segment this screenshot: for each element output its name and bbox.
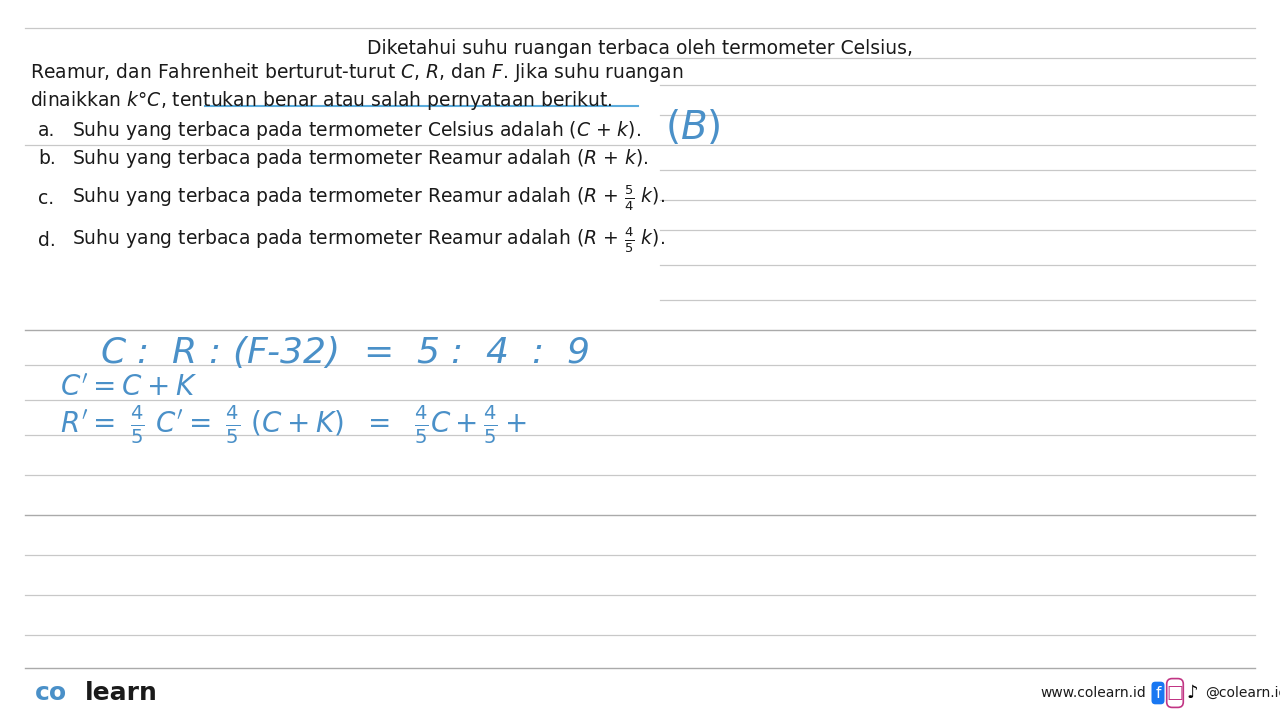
Text: Suhu yang terbaca pada termometer Celsius adalah ($\it{C}$ + $\it{k}$).: Suhu yang terbaca pada termometer Celsiu… bbox=[72, 119, 641, 142]
Text: Suhu yang terbaca pada termometer Reamur adalah ($\it{R}$ + $\it{k}$).: Suhu yang terbaca pada termometer Reamur… bbox=[72, 146, 649, 169]
Text: a.: a. bbox=[38, 120, 55, 140]
Text: d.: d. bbox=[38, 230, 56, 250]
Text: $\mathit{C' = C + K}$: $\mathit{C' = C + K}$ bbox=[60, 374, 197, 402]
Text: @colearn.id: @colearn.id bbox=[1204, 686, 1280, 700]
Text: f: f bbox=[1156, 685, 1161, 701]
Text: c.: c. bbox=[38, 189, 54, 207]
Text: learn: learn bbox=[84, 681, 157, 705]
Text: ♪: ♪ bbox=[1187, 684, 1198, 702]
Text: $\mathit{(B)}$: $\mathit{(B)}$ bbox=[666, 107, 721, 146]
Text: Suhu yang terbaca pada termometer Reamur adalah ($\it{R}$ + $\mathregular{\frac{: Suhu yang terbaca pada termometer Reamur… bbox=[72, 184, 666, 212]
Text: $\mathit{R' =\ \frac{4}{5}\ C' =\ \frac{4}{5}\ (C+K)\ \ =\ \ \frac{4}{5}C + \fra: $\mathit{R' =\ \frac{4}{5}\ C' =\ \frac{… bbox=[60, 404, 527, 446]
Text: b.: b. bbox=[38, 148, 56, 168]
Text: Diketahui suhu ruangan terbaca oleh termometer Celsius,: Diketahui suhu ruangan terbaca oleh term… bbox=[367, 38, 913, 58]
Text: $\mathit{C}$ :  $\mathit{R}$ : ($\mathit{F}$-32)  =  5 :  4  :  9: $\mathit{C}$ : $\mathit{R}$ : ($\mathit{… bbox=[100, 334, 590, 370]
Text: www.colearn.id: www.colearn.id bbox=[1039, 686, 1146, 700]
Text: co: co bbox=[35, 681, 67, 705]
Text: Reamur, dan Fahrenheit berturut-turut $\it{C}$, $\it{R}$, dan $\it{F}$. Jika suh: Reamur, dan Fahrenheit berturut-turut $\… bbox=[29, 60, 684, 84]
Text: dinaikkan $\it{k}°C$, tentukan benar atau salah pernyataan berikut.: dinaikkan $\it{k}°C$, tentukan benar ata… bbox=[29, 89, 613, 112]
Text: □: □ bbox=[1166, 684, 1184, 702]
Text: Suhu yang terbaca pada termometer Reamur adalah ($\it{R}$ + $\mathregular{\frac{: Suhu yang terbaca pada termometer Reamur… bbox=[72, 225, 666, 255]
